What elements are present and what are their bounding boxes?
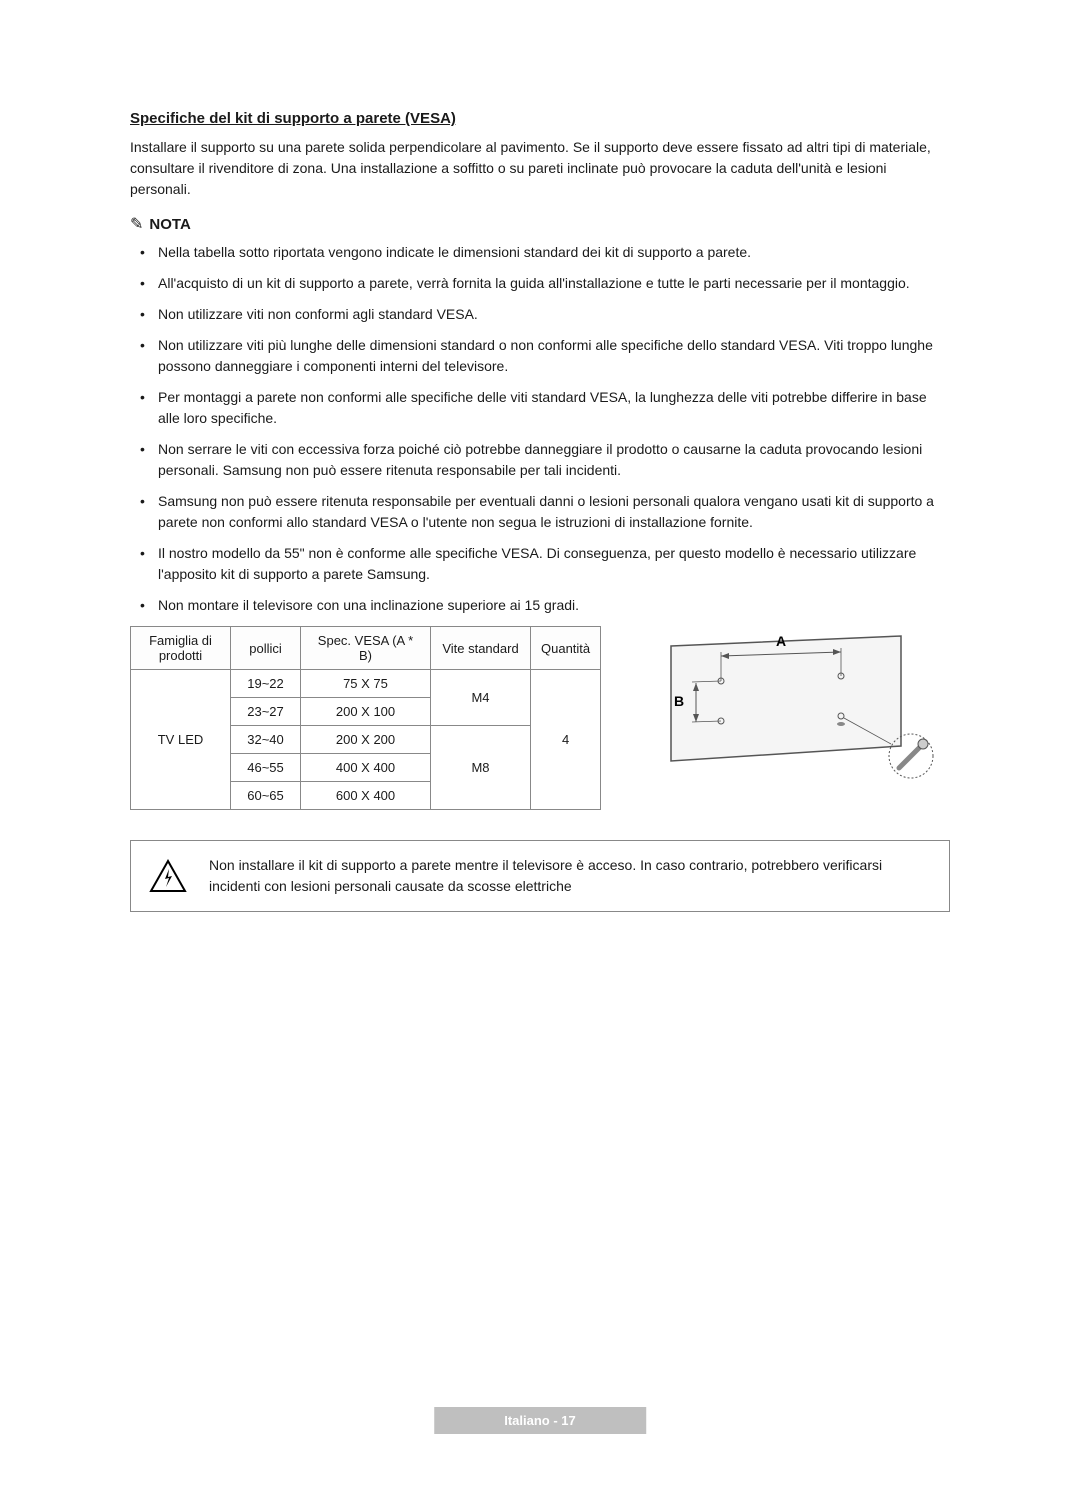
vesa-diagram: A B (621, 626, 950, 786)
cell-inches: 32~40 (231, 726, 301, 754)
th-qty: Quantità (531, 627, 601, 670)
cell-inches: 23~27 (231, 698, 301, 726)
note-item: Non montare il televisore con una inclin… (158, 595, 950, 616)
th-screw: Vite standard (431, 627, 531, 670)
diagram-screw-head (918, 739, 928, 749)
section-title: Specifiche del kit di supporto a parete … (130, 110, 950, 127)
note-item: Il nostro modello da 55" non è conforme … (158, 543, 950, 585)
note-header: ✎ NOTA (130, 214, 950, 234)
note-list: Nella tabella sotto riportata vengono in… (130, 242, 950, 616)
table-row: TV LED 19~22 75 X 75 M4 4 (131, 670, 601, 698)
th-vesa: Spec. VESA (A * B) (301, 627, 431, 670)
cell-family: TV LED (131, 670, 231, 810)
diagram-stand-nub (837, 722, 845, 726)
note-item: Non serrare le viti con eccessiva forza … (158, 439, 950, 481)
th-family: Famiglia di prodotti (131, 627, 231, 670)
diagram-label-b: B (674, 693, 684, 709)
cell-vesa: 200 X 100 (301, 698, 431, 726)
note-item: Non utilizzare viti non conformi agli st… (158, 304, 950, 325)
diagram-label-a: A (776, 633, 786, 649)
cell-screw: M8 (431, 726, 531, 810)
cell-vesa: 200 X 200 (301, 726, 431, 754)
vesa-table: Famiglia di prodotti pollici Spec. VESA … (130, 626, 601, 810)
diagram-svg: A B (621, 626, 941, 796)
page-footer: Italiano - 17 (434, 1407, 646, 1434)
cell-vesa: 75 X 75 (301, 670, 431, 698)
th-inches: pollici (231, 627, 301, 670)
cell-inches: 19~22 (231, 670, 301, 698)
warning-text: Non installare il kit di supporto a pare… (209, 855, 931, 897)
cell-inches: 46~55 (231, 754, 301, 782)
note-item: Non utilizzare viti più lunghe delle dim… (158, 335, 950, 377)
note-item: All'acquisto di un kit di supporto a par… (158, 273, 950, 294)
cell-vesa: 600 X 400 (301, 782, 431, 810)
note-item: Per montaggi a parete non conformi alle … (158, 387, 950, 429)
cell-vesa: 400 X 400 (301, 754, 431, 782)
cell-qty: 4 (531, 670, 601, 810)
cell-screw: M4 (431, 670, 531, 726)
warning-box: Non installare il kit di supporto a pare… (130, 840, 950, 912)
diagram-panel (671, 636, 901, 761)
note-item: Nella tabella sotto riportata vengono in… (158, 242, 950, 263)
note-icon: ✎ (130, 214, 143, 234)
shock-warning-icon (149, 859, 187, 893)
table-header-row: Famiglia di prodotti pollici Spec. VESA … (131, 627, 601, 670)
intro-paragraph: Installare il supporto su una parete sol… (130, 137, 950, 200)
note-item: Samsung non può essere ritenuta responsa… (158, 491, 950, 533)
cell-inches: 60~65 (231, 782, 301, 810)
note-label: NOTA (149, 216, 190, 233)
